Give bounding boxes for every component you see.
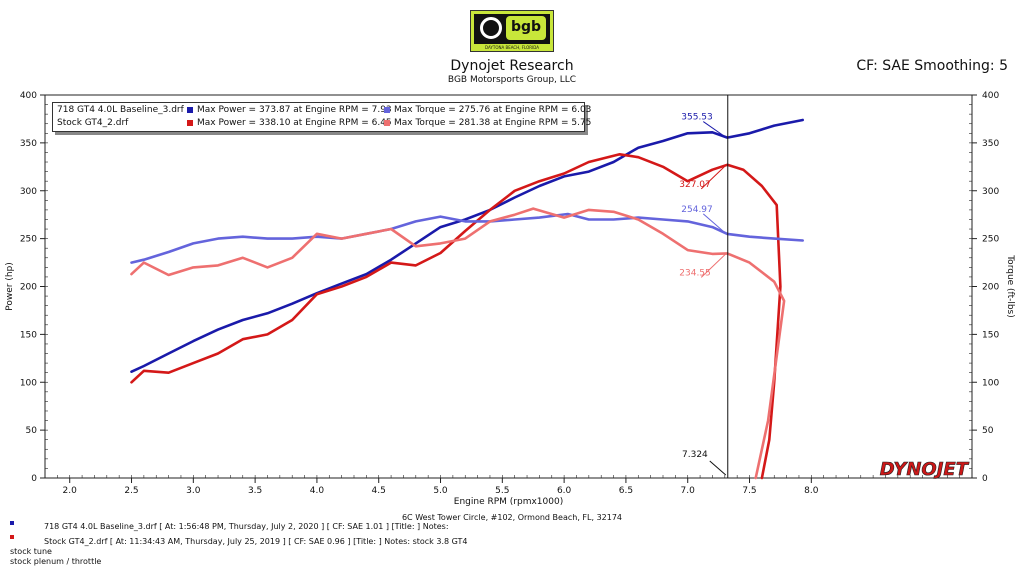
series-line: [130, 207, 786, 480]
legend-torque-swatch: [384, 107, 390, 113]
footer-run1: 718 GT4 4.0L Baseline_3.drf [ At: 1:56:4…: [44, 522, 449, 531]
logo-text: bgb: [506, 16, 546, 40]
annotation-pointer: [702, 213, 727, 235]
y-tick-label-right: 400: [982, 91, 999, 101]
legend-file: 718 GT4 4.0L Baseline_3.drf: [57, 105, 184, 115]
y-tick-label-left: 50: [26, 426, 38, 436]
legend-torque-swatch: [384, 120, 390, 126]
y-tick-label-right: 150: [982, 330, 999, 340]
x-axis-label: Engine RPM (rpmx1000): [454, 497, 563, 507]
series-line: [130, 153, 782, 480]
y-axis-label-right: Torque (ft-lbs): [1005, 254, 1015, 318]
y-tick-label-left: 100: [20, 378, 37, 388]
dynojet-watermark: DYNOJET: [880, 459, 970, 480]
legend-max-torque: Max Torque = 275.76 at Engine RPM = 6.03: [394, 105, 592, 115]
annotation-label: 254.97: [681, 205, 713, 215]
x-tick-label: 5.0: [433, 486, 448, 496]
legend-max-torque: Max Torque = 281.38 at Engine RPM = 5.75: [394, 118, 592, 128]
x-tick-label: 5.5: [495, 486, 509, 496]
y-tick-label-right: 100: [982, 378, 999, 388]
x-tick-label: 6.5: [619, 486, 633, 496]
cursor-value-label: 7.324: [682, 450, 708, 460]
run1-color-icon: [10, 521, 14, 525]
y-tick-label-left: 350: [20, 139, 37, 149]
y-tick-label-left: 0: [31, 474, 37, 484]
legend-max-power: Max Power = 338.10 at Engine RPM = 6.45: [197, 118, 392, 128]
x-tick-label: 4.5: [372, 486, 386, 496]
x-tick-label: 4.0: [310, 486, 325, 496]
legend-power-swatch: [187, 107, 193, 113]
x-tick-label: 3.0: [186, 486, 201, 496]
cf-smoothing-label: CF: SAE Smoothing: 5: [856, 58, 1008, 74]
footer-run2: Stock GT4_2.drf [ At: 11:34:43 AM, Thurs…: [44, 537, 468, 546]
annotation-label: 327.07: [679, 180, 711, 190]
annotation-label: 234.55: [679, 268, 711, 278]
annotation-pointer: [702, 121, 727, 138]
chart-legend: 718 GT4 4.0L Baseline_3.drf Max Power = …: [52, 102, 591, 132]
page-subtitle: BGB Motorsports Group, LLC: [447, 75, 577, 85]
x-tick-label: 2.5: [124, 486, 138, 496]
run2-color-icon: [10, 535, 14, 539]
y-tick-label-right: 300: [982, 187, 999, 197]
legend-max-power: Max Power = 373.87 at Engine RPM = 7.93: [197, 105, 392, 115]
logo-caption: DAYTONA BEACH, FLORIDA: [485, 45, 539, 50]
legend-power-swatch: [187, 120, 193, 126]
annotation-pointer: [700, 164, 727, 190]
footer-address: 6C West Tower Circle, #102, Ormond Beach…: [401, 513, 623, 522]
y-tick-label-left: 300: [20, 187, 37, 197]
y-tick-label-right: 200: [982, 283, 999, 293]
footer-note1: stock tune: [10, 547, 52, 556]
x-tick-label: 2.0: [63, 486, 78, 496]
x-tick-label: 7.5: [742, 486, 756, 496]
y-tick-label-left: 200: [20, 283, 37, 293]
x-tick-label: 6.0: [557, 486, 572, 496]
y-tick-label-left: 250: [20, 235, 37, 245]
series-line: [130, 212, 805, 264]
y-tick-label-right: 0: [982, 474, 988, 484]
legend-file: Stock GT4_2.drf: [57, 118, 129, 128]
y-tick-label-right: 350: [982, 139, 999, 149]
x-tick-label: 3.5: [248, 486, 262, 496]
annotation-pointer: [700, 253, 727, 278]
y-tick-label-right: 250: [982, 235, 999, 245]
y-tick-label-right: 50: [982, 426, 994, 436]
page-title: Dynojet Research: [450, 58, 574, 74]
bgb-logo: bgb DAYTONA BEACH, FLORIDA: [470, 10, 554, 52]
annotation-label: 355.53: [681, 113, 713, 123]
plot-frame: [44, 94, 973, 479]
series-line: [130, 118, 805, 374]
footer-note2: stock plenum / throttle: [10, 557, 102, 566]
x-tick-label: 8.0: [804, 486, 819, 496]
y-axis-label-left: Power (hp): [5, 262, 15, 311]
x-tick-label: 7.0: [681, 486, 696, 496]
y-tick-label-left: 400: [20, 91, 37, 101]
logo-mark: bgb: [474, 14, 550, 44]
cursor-pointer: [709, 460, 727, 476]
logo-circle-icon: [480, 17, 502, 39]
y-tick-label-left: 150: [20, 330, 37, 340]
